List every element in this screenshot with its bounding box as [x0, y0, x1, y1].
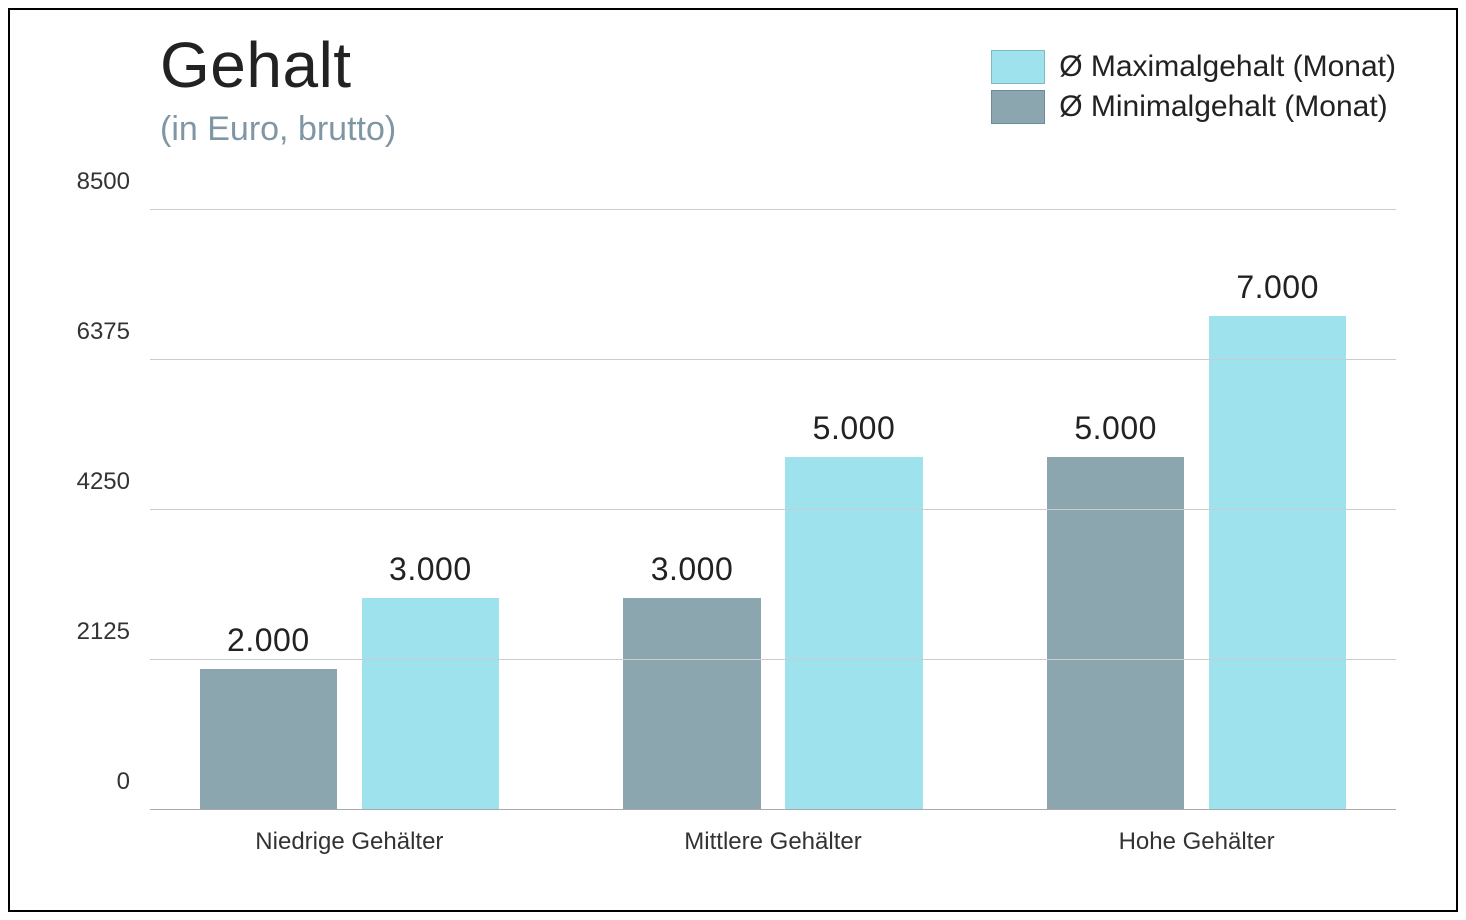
bar-value-label: 5.000: [1074, 410, 1157, 447]
bar: 5.000: [785, 457, 922, 810]
chart-frame: Gehalt (in Euro, brutto) Ø Maximalgehalt…: [8, 8, 1458, 912]
x-category-label: Hohe Gehälter: [1119, 828, 1275, 856]
legend-swatch: [991, 90, 1045, 124]
y-tick-label: 2125: [77, 618, 150, 646]
title-block: Gehalt (in Euro, brutto): [160, 28, 396, 149]
y-tick-label: 0: [117, 768, 150, 796]
grid-line: [150, 359, 1396, 360]
grid-line: [150, 209, 1396, 210]
chart-title: Gehalt: [160, 28, 396, 102]
bar: 2.000: [200, 669, 337, 810]
bar-value-label: 5.000: [813, 410, 896, 447]
baseline: [150, 809, 1396, 810]
plot-area: 2.0003.0003.0005.0005.0007.000 021254250…: [150, 210, 1396, 810]
legend-swatch: [991, 50, 1045, 84]
bar-value-label: 3.000: [389, 551, 472, 588]
chart-subtitle: (in Euro, brutto): [160, 110, 396, 149]
legend-item: Ø Maximalgehalt (Monat): [991, 50, 1396, 84]
x-category-label: Mittlere Gehälter: [684, 828, 861, 856]
bar: 3.000: [362, 598, 499, 810]
legend-item: Ø Minimalgehalt (Monat): [991, 90, 1396, 124]
bar-value-label: 7.000: [1236, 269, 1319, 306]
x-category-label: Niedrige Gehälter: [255, 828, 443, 856]
grid-line: [150, 509, 1396, 510]
bar-value-label: 2.000: [227, 622, 310, 659]
bars-layer: 2.0003.0003.0005.0005.0007.000: [150, 210, 1396, 810]
legend-label: Ø Minimalgehalt (Monat): [1059, 90, 1387, 124]
bar: 7.000: [1209, 316, 1346, 810]
legend: Ø Maximalgehalt (Monat) Ø Minimalgehalt (…: [991, 50, 1396, 130]
grid-line: [150, 659, 1396, 660]
y-tick-label: 8500: [77, 168, 150, 196]
legend-label: Ø Maximalgehalt (Monat): [1059, 50, 1396, 84]
y-tick-label: 6375: [77, 318, 150, 346]
bar: 3.000: [623, 598, 760, 810]
y-tick-label: 4250: [77, 468, 150, 496]
bar-value-label: 3.000: [651, 551, 734, 588]
bar: 5.000: [1047, 457, 1184, 810]
